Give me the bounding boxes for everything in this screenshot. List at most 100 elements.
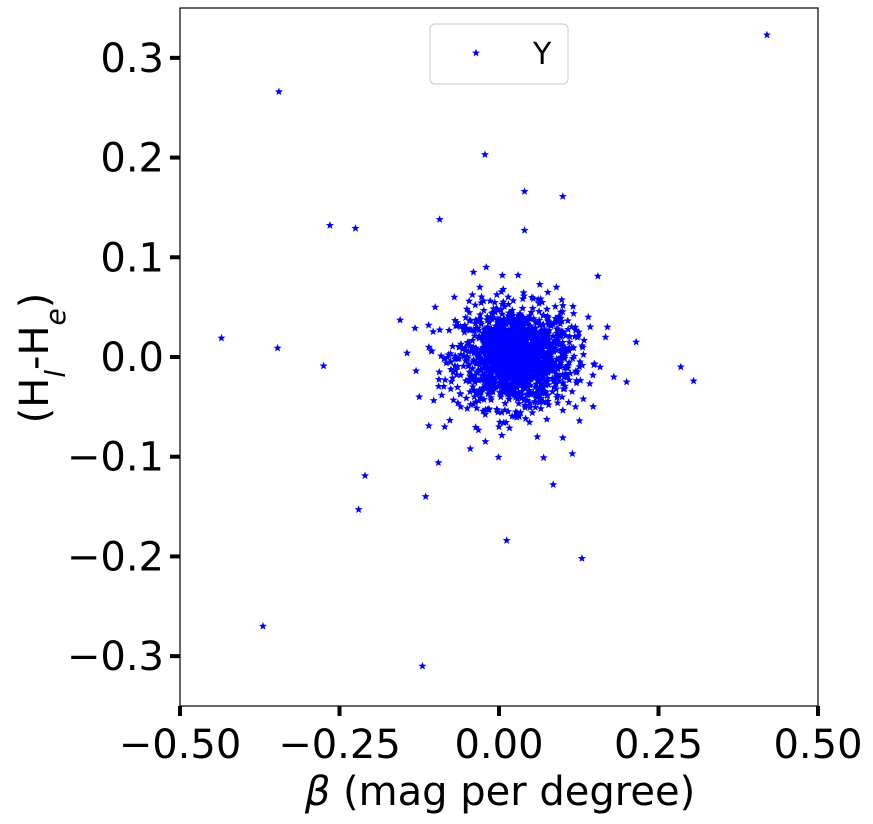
data-point: [530, 358, 539, 367]
data-point: [564, 325, 573, 333]
data-point: [442, 358, 451, 367]
data-point: [412, 366, 421, 375]
data-point: [513, 319, 522, 328]
data-point: [523, 373, 532, 381]
data-point: [540, 325, 549, 334]
data-point: [531, 360, 540, 369]
data-point: [486, 348, 495, 356]
data-point: [549, 344, 558, 353]
data-point: [533, 432, 542, 441]
data-point: [444, 350, 453, 359]
data-point: [573, 367, 582, 376]
data-point: [483, 315, 492, 324]
data-point: [429, 396, 438, 404]
data-point: [531, 397, 540, 406]
data-point: [517, 348, 526, 357]
data-point: [540, 353, 549, 362]
data-point: [514, 359, 523, 368]
data-point: [477, 386, 486, 395]
data-point: [483, 322, 492, 331]
data-point: [493, 326, 502, 334]
data-point: [499, 325, 508, 334]
data-point: [502, 362, 511, 371]
data-point: [495, 348, 504, 357]
data-point: [495, 378, 504, 386]
data-point: [517, 394, 526, 402]
data-point: [498, 333, 507, 342]
data-point: [495, 422, 503, 431]
data-point: [552, 283, 561, 291]
data-point: [525, 352, 534, 361]
data-point: [558, 338, 567, 346]
data-point: [554, 376, 563, 385]
data-point: [521, 414, 530, 423]
data-point: [561, 331, 570, 340]
data-point: [462, 394, 471, 402]
data-point: [505, 395, 514, 403]
data-point: [497, 363, 506, 372]
data-point: [562, 370, 571, 379]
data-point: [528, 408, 537, 417]
data-point: [471, 343, 480, 352]
data-point: [525, 378, 534, 386]
data-point: [492, 346, 501, 355]
data-point: [456, 402, 465, 411]
data-point: [489, 313, 498, 321]
data-point: [556, 319, 565, 328]
data-point: [504, 330, 513, 339]
data-point: [565, 375, 574, 384]
data-point: [472, 388, 481, 397]
data-point: [531, 390, 540, 398]
y-tick-label: 0.1: [100, 235, 164, 281]
data-point: [502, 336, 511, 344]
data-point: [520, 291, 528, 300]
x-tick-label: −0.25: [278, 722, 401, 768]
data-point: [489, 341, 498, 349]
data-point: [487, 332, 496, 340]
data-point: [361, 471, 370, 480]
data-point: [465, 387, 474, 396]
data-point: [525, 398, 534, 407]
y-axis-ticks: −0.3 −0.2 −0.1 0.0 0.1 0.2 0.3: [67, 36, 180, 680]
data-point: [488, 364, 497, 373]
data-point: [528, 371, 537, 379]
data-point: [434, 382, 443, 390]
data-point: [547, 321, 556, 330]
data-point: [552, 324, 561, 333]
data-point: [576, 376, 585, 384]
data-point: [486, 345, 495, 353]
data-point: [424, 421, 433, 430]
data-point: [516, 326, 525, 334]
data-point: [505, 347, 514, 356]
data-point: [477, 292, 486, 301]
data-point: [572, 378, 581, 387]
data-point: [557, 295, 566, 304]
data-point: [489, 335, 498, 344]
data-point: [516, 391, 525, 399]
data-point: [470, 327, 479, 335]
data-point: [543, 397, 552, 405]
data-point: [545, 352, 554, 361]
data-point: [476, 345, 485, 354]
data-point: [490, 326, 499, 335]
data-point: [502, 348, 511, 357]
data-point: [469, 342, 478, 351]
data-point: [509, 351, 518, 360]
data-points: [217, 30, 771, 670]
data-point: [507, 313, 516, 322]
data-point: [511, 373, 520, 381]
data-point: [482, 336, 491, 345]
data-point: [504, 373, 513, 382]
data-point: [565, 346, 574, 355]
data-point: [555, 313, 564, 322]
data-point: [485, 342, 494, 350]
data-point: [523, 390, 532, 399]
data-point: [468, 336, 477, 344]
data-point: [500, 302, 509, 310]
data-point: [512, 314, 521, 322]
data-point: [495, 418, 504, 426]
data-point: [501, 376, 510, 385]
data-point: [549, 347, 558, 355]
data-point: [524, 359, 533, 368]
